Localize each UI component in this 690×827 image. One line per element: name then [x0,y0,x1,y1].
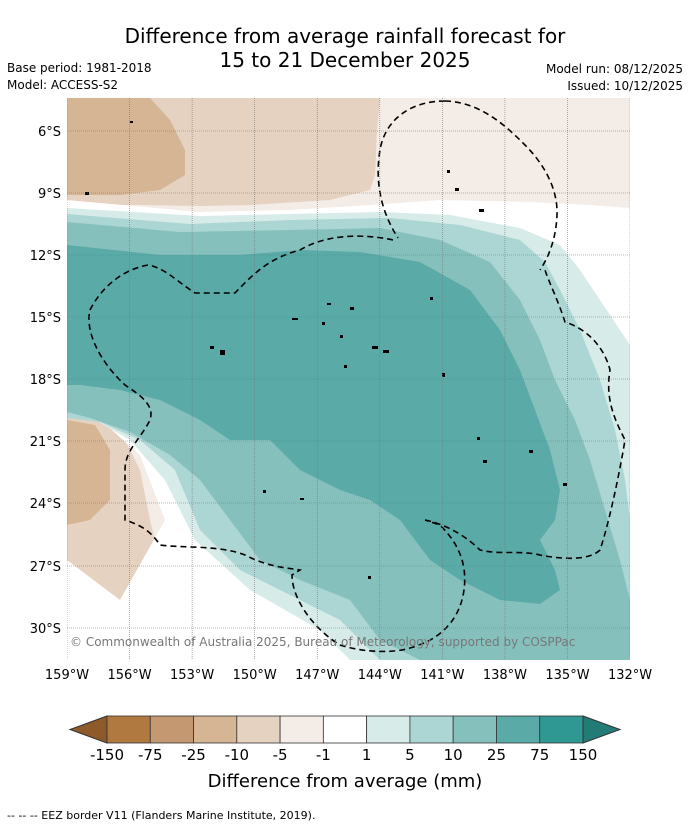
lon-label: 144°W [358,668,402,683]
title-line-2: 15 to 21 December 2025 [219,48,471,72]
lon-label: 153°W [170,668,214,683]
lat-label: 9°S [38,187,61,202]
colorbar-label: -75 [138,746,163,764]
colorbar-swatch [236,715,281,744]
colorbar-label: -5 [273,746,288,764]
eez-border-north-east [444,100,558,271]
dry-region-southwest-core [67,420,110,525]
meta-right: Model run: 08/12/2025 Issued: 10/12/2025 [546,61,683,95]
colorbar: -150 -75 -25 -10 -5 -1 1 5 10 25 75 150 [68,715,622,764]
colorbar-swatch [496,715,541,744]
colorbar-label: -150 [90,746,124,764]
lon-label: 141°W [420,668,464,683]
lat-label: 27°S [30,560,61,575]
colorbar-label: -10 [225,746,250,764]
colorbar-label: 75 [530,746,549,764]
colorbar-swatch [193,715,238,744]
map-area: © Commonwealth of Australia 2025, Bureau… [67,98,630,660]
colorbar-label: 5 [405,746,415,764]
lon-label: 156°W [107,668,151,683]
colorbar-label: -1 [316,746,331,764]
lat-label: 6°S [38,125,61,140]
issued-date: Issued: 10/12/2025 [567,79,683,93]
colorbar-swatch [409,715,454,744]
lat-label: 18°S [30,373,61,388]
lon-label: 159°W [45,668,89,683]
colorbar-swatch [539,715,584,744]
lat-label: 21°S [30,435,61,450]
colorbar-extend-low [68,715,108,744]
lon-label: 150°W [233,668,277,683]
lat-label: 15°S [30,311,61,326]
lat-label: 24°S [30,497,61,512]
colorbar-label: 25 [487,746,506,764]
base-period: Base period: 1981-2018 [7,61,152,75]
colorbar-swatch [279,715,324,744]
colorbar-swatch [149,715,194,744]
colorbar-label: 10 [444,746,463,764]
model-name: Model: ACCESS-S2 [7,78,119,92]
lon-label: 132°W [608,668,652,683]
wet-region-very-strong [67,245,560,604]
copyright-text: © Commonwealth of Australia 2025, Bureau… [70,635,575,649]
meta-left: Base period: 1981-2018 Model: ACCESS-S2 [7,60,152,94]
graticule [67,98,630,660]
lon-label: 138°W [483,668,527,683]
islands [85,121,567,579]
colorbar-label: -25 [181,746,206,764]
eez-border-north [377,100,446,239]
eez-border-east [424,269,626,560]
lon-label: 147°W [295,668,339,683]
colorbar-label: 150 [569,746,598,764]
eez-border-central [88,235,466,653]
colorbar-swatch [452,715,497,744]
title-line-1: Difference from average rainfall forecas… [124,24,566,48]
model-run: Model run: 08/12/2025 [545,62,683,76]
colorbar-extend-high [582,715,622,744]
eez-borders [88,100,626,653]
longitude-labels: 159°W 156°W 153°W 150°W 147°W 144°W 141°W 138°W… [45,668,652,683]
lon-label: 135°W [545,668,589,683]
eez-legend-note: -- -- -- EEZ border V11 (Flanders Marine… [7,809,316,822]
colorbar-title: Difference from average (mm) [207,771,483,792]
colorbar-swatch [366,715,411,744]
colorbar-label: 1 [362,746,372,764]
map-title: Difference from average rainfall forecas… [0,24,690,72]
colorbar-swatch [322,715,368,744]
lat-label: 12°S [30,249,61,264]
colorbar-swatch [106,715,151,744]
latitude-labels: 6°S 9°S 12°S 15°S 18°S 21°S 24°S 27°S 30°S [30,125,61,637]
lat-label: 30°S [30,622,61,637]
dry-region-north-core [67,98,185,195]
